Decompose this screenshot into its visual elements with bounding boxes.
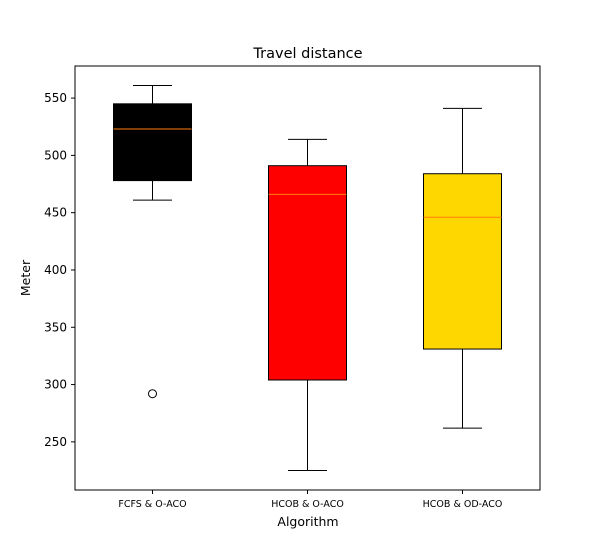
y-tick-label: 300 bbox=[44, 378, 67, 392]
x-tick-label: HCOB & O-ACO bbox=[271, 499, 344, 510]
y-tick-label: 550 bbox=[44, 91, 67, 105]
x-tick-label: HCOB & OD-ACO bbox=[423, 499, 503, 510]
outlier-point bbox=[148, 389, 157, 399]
y-tick-label: 250 bbox=[44, 435, 67, 449]
box-iqr bbox=[268, 165, 347, 381]
x-axis-label: Algorithm bbox=[277, 514, 338, 529]
y-tick-label: 400 bbox=[44, 263, 67, 277]
x-tick-label: FCFS & O-ACO bbox=[118, 499, 186, 510]
y-tick-label: 350 bbox=[44, 320, 67, 334]
chart-marks: 250 300 350 400 450 500 550 FCFS & O-ACO HCOB & … bbox=[44, 84, 503, 510]
box-iqr bbox=[423, 173, 502, 350]
chart-title: Travel distance bbox=[252, 46, 362, 62]
y-tick-label: 500 bbox=[44, 148, 67, 162]
y-axis-label: Meter bbox=[18, 259, 33, 296]
axes-frame bbox=[74, 65, 541, 491]
y-tick-label: 450 bbox=[44, 206, 67, 220]
box-iqr bbox=[113, 103, 192, 182]
